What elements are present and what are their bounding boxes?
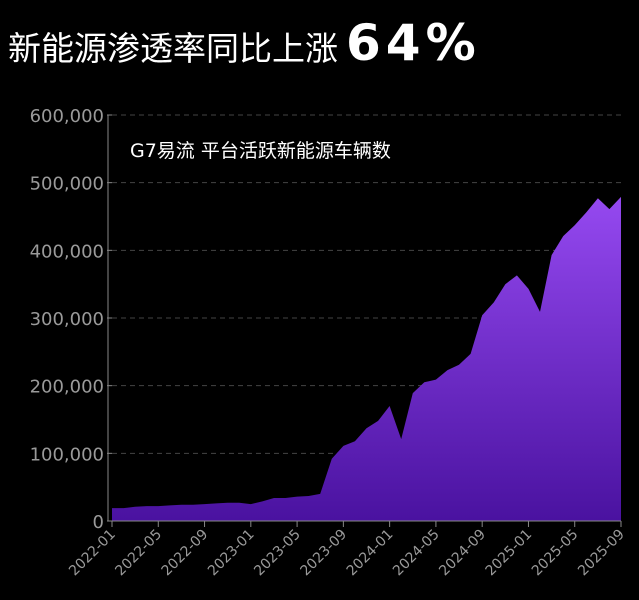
y-tick-label: 200,000	[30, 377, 104, 398]
headline: 新能源渗透率同比上涨 64%	[8, 14, 481, 72]
x-tick-label: 2025-01	[483, 527, 536, 580]
x-tick-label: 2023-01	[205, 527, 258, 580]
headline-text: 新能源渗透率同比上涨	[8, 29, 338, 68]
x-tick-label: 2024-09	[436, 527, 489, 580]
y-tick-label: 400,000	[30, 241, 104, 262]
area-series	[112, 196, 621, 521]
y-tick-label: 500,000	[30, 174, 104, 195]
y-tick-label: 100,000	[30, 444, 104, 465]
y-tick-label: 300,000	[30, 309, 104, 330]
chart-title: G7易流 平台活跃新能源车辆数	[130, 140, 391, 162]
x-tick-label: 2023-05	[251, 527, 304, 580]
y-tick-label: 600,000	[30, 106, 104, 127]
x-tick-label: 2024-05	[390, 527, 443, 580]
x-tick-label: 2025-05	[529, 527, 582, 580]
x-tick-label: 2025-09	[575, 527, 628, 580]
y-tick-label: 0	[93, 512, 104, 533]
x-tick-label: 2022-01	[66, 527, 119, 580]
headline-percentage: 64%	[346, 14, 481, 72]
x-tick-label: 2022-05	[112, 527, 165, 580]
x-tick-label: 2023-09	[298, 527, 351, 580]
x-tick-label: 2022-09	[159, 527, 212, 580]
x-tick-label: 2024-01	[344, 527, 397, 580]
